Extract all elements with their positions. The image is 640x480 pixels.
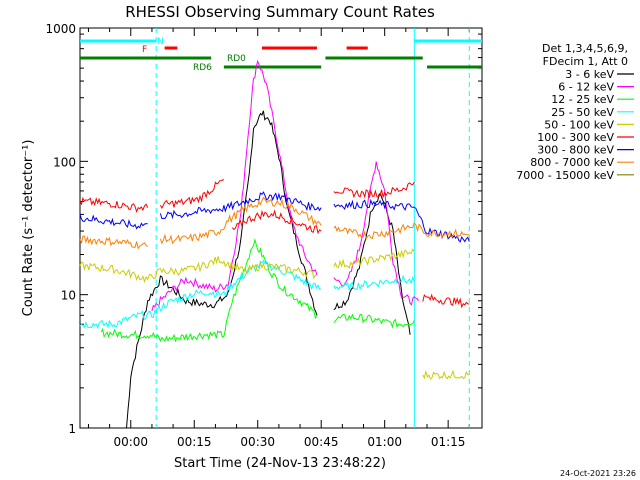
series-group (79, 59, 470, 429)
y-tick-label: 10 (61, 289, 76, 303)
series-line (333, 221, 470, 240)
x-tick-label: 00:15 (177, 435, 212, 449)
legend-label: 7000 - 15000 keV (516, 169, 614, 182)
x-tick-label: 00:45 (304, 435, 339, 449)
x-tick-label: 00:30 (240, 435, 275, 449)
series-line (333, 274, 415, 291)
annotation-rd0: RD0 (227, 54, 246, 64)
x-tick-label: 01:00 (367, 435, 402, 449)
legend-header-1: Det 1,3,4,5,6,9, (542, 42, 628, 55)
plot-frame (79, 27, 483, 429)
annotation-n: N (157, 37, 164, 47)
series-line (231, 209, 322, 235)
series-line (333, 192, 411, 335)
series-line (333, 313, 415, 329)
legend-label: 800 - 7000 keV (530, 156, 614, 169)
series-line (422, 369, 470, 380)
legend-header-2: FDecim 1, Att 0 (543, 55, 628, 68)
series-line (79, 256, 318, 284)
x-tick-label: 01:15 (431, 435, 466, 449)
series-line (333, 161, 419, 306)
series-line (422, 293, 470, 309)
legend-label: 6 - 12 keV (558, 81, 614, 94)
series-line (159, 191, 322, 220)
status-bars (80, 39, 482, 69)
legend-label: 100 - 300 keV (537, 131, 614, 144)
legend-label: 12 - 25 keV (551, 93, 614, 106)
legend-label: 50 - 100 keV (544, 118, 614, 131)
series-line (159, 179, 225, 210)
series-line (79, 259, 322, 329)
series-line (333, 198, 470, 243)
series-line (151, 59, 318, 312)
legend-label: 25 - 50 keV (551, 106, 614, 119)
series-line (333, 181, 415, 199)
x-axis-label: Start Time (24-Nov-13 23:48:22) (174, 456, 386, 471)
legend-label: 300 - 800 keV (537, 144, 614, 157)
series-line (126, 110, 318, 429)
series-line (79, 235, 148, 250)
y-axis-label: Count Rate (s⁻¹ detector⁻¹) (21, 140, 36, 317)
axes-ticks: 00:00 00:15 00:30 00:45 01:00 01:15 1 10 100 1000 (45, 22, 482, 449)
y-tick-label: 100 (53, 155, 76, 169)
reference-lines (155, 28, 470, 428)
chart-title: RHESSI Observing Summary Count Rates (125, 3, 435, 21)
footer-date: 24-Oct-2021 23:26 (560, 469, 636, 478)
series-line (159, 196, 322, 245)
annotation-rd6: RD6 (193, 63, 212, 73)
series-line (100, 237, 318, 343)
y-tick-label: 1 (68, 422, 76, 436)
series-line (79, 196, 149, 213)
y-tick-label: 1000 (45, 22, 76, 36)
series-line (333, 248, 415, 269)
x-tick-label: 00:00 (113, 435, 148, 449)
legend-label: 3 - 6 keV (565, 68, 614, 81)
series-line (79, 214, 148, 230)
annotation-f: F (142, 45, 147, 55)
